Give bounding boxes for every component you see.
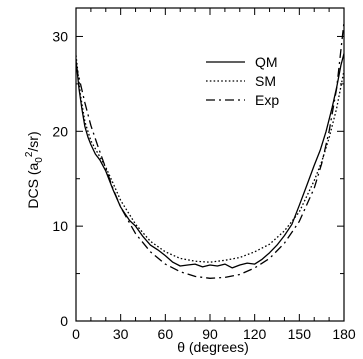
y-tick-label: 20	[52, 123, 68, 139]
series-lines	[76, 22, 344, 279]
series-line-qm	[76, 53, 344, 269]
y-tick-label: 30	[52, 28, 68, 44]
x-tick-label: 60	[158, 326, 174, 342]
x-tick-label: 30	[113, 326, 129, 342]
series-line-sm	[76, 55, 344, 263]
series-line-exp	[76, 22, 344, 279]
legend-label-exp: Exp	[255, 92, 279, 108]
axis-ticks: 0 30 60 90 120 150 180 0 10 20 30	[52, 8, 356, 342]
x-tick-label: 0	[72, 326, 80, 342]
x-tick-label: 150	[288, 326, 312, 342]
x-tick-label: 180	[332, 326, 356, 342]
y-axis-label: DCS (a02/sr)	[24, 131, 45, 208]
legend-label-sm: SM	[255, 73, 276, 89]
legend-label-qm: QM	[255, 54, 278, 70]
x-tick-label: 120	[243, 326, 267, 342]
legend: QM SM Exp	[206, 54, 279, 108]
x-tick-label: 90	[202, 326, 218, 342]
y-tick-label: 10	[52, 218, 68, 234]
plot-area-border	[75, 7, 345, 322]
y-tick-label: 0	[60, 313, 68, 329]
plot-frame	[75, 7, 345, 322]
x-axis-label: θ (degrees)	[177, 339, 249, 355]
